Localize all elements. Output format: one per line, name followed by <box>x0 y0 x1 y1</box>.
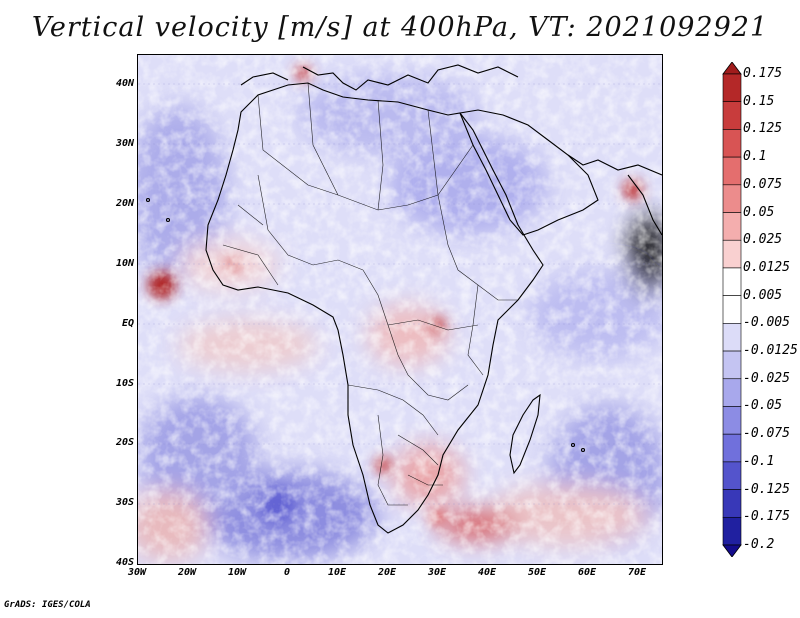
colorbar-level-label: -0.2 <box>743 537 775 552</box>
colorbar-level-label: 0.075 <box>743 176 783 192</box>
lat-label: 40S <box>115 557 134 568</box>
lon-label: 0 <box>283 567 291 578</box>
colorbar-segment <box>722 101 742 130</box>
colorbar-level-label: -0.175 <box>743 509 790 525</box>
colorbar-segment <box>722 323 742 352</box>
colorbar-segment <box>722 212 742 241</box>
colorbar-level-label: 0.175 <box>743 66 783 81</box>
lon-label: 10E <box>327 567 347 578</box>
colorbar-segment <box>722 516 742 546</box>
colorbar-level-label: 0.025 <box>743 232 783 248</box>
lat-label: EQ <box>121 318 134 329</box>
lat-label: 40N <box>115 78 134 89</box>
colorbar-segment <box>722 239 742 269</box>
colorbar-level-label: 0.0125 <box>743 259 790 275</box>
colorbar-segment <box>722 350 742 380</box>
lon-label: 20W <box>177 567 197 578</box>
lon-label: 40E <box>477 567 497 578</box>
colorbar-level-label: -0.125 <box>743 481 790 497</box>
colorbar-level-label: 0.125 <box>743 121 783 137</box>
lon-label: 20E <box>377 567 397 578</box>
coastlines <box>145 64 662 534</box>
colorbar-segment <box>722 295 742 324</box>
colorbar-level-label: -0.075 <box>743 426 790 442</box>
colorbar-segment <box>722 489 742 518</box>
lon-label: 70E <box>627 567 647 578</box>
lon-label: 30E <box>427 567 447 578</box>
colorbar-level-label: -0.025 <box>743 370 790 386</box>
colorbar-segment <box>722 267 742 296</box>
lon-label: 60E <box>577 567 597 578</box>
velocity-field-map <box>137 54 663 565</box>
colorbar <box>722 62 742 557</box>
colorbar-top-arrow <box>722 62 742 75</box>
colorbar-segment <box>722 433 742 463</box>
colorbar-segment <box>722 129 742 158</box>
lat-label: 30S <box>115 497 134 508</box>
colorbar-level-label: 0.15 <box>743 93 775 109</box>
lat-label: 30N <box>115 138 134 149</box>
colorbar-level-label: -0.0125 <box>743 343 798 359</box>
colorbar-segment <box>722 184 742 213</box>
lat-label: 10S <box>115 378 134 389</box>
colorbar-segment <box>722 156 742 186</box>
map-title: Vertical velocity [m/s] at 400hPa, VT: 2… <box>31 12 769 43</box>
colorbar-bottom-arrow <box>722 544 742 557</box>
grads-credit: GrADS: IGES/COLA <box>4 600 91 610</box>
colorbar-level-label: -0.1 <box>743 453 775 469</box>
colorbar-level-label: 0.005 <box>743 287 783 303</box>
lon-label: 30W <box>127 567 147 578</box>
colorbar-segment <box>722 378 742 407</box>
colorbar-segment <box>722 406 742 435</box>
colorbar-level-label: 0.1 <box>743 149 767 165</box>
colorbar-segment <box>722 461 742 490</box>
country-borders <box>222 82 518 506</box>
colorbar-level-label: -0.05 <box>743 398 783 414</box>
velocity-field <box>138 55 662 564</box>
lon-label: 50E <box>527 567 547 578</box>
colorbar-level-label: 0.05 <box>743 204 775 220</box>
lon-label: 10W <box>227 567 247 578</box>
lat-label: 20S <box>115 437 134 448</box>
colorbar-segment <box>722 73 742 103</box>
lat-label: 20N <box>115 198 134 209</box>
lat-label: 10N <box>115 258 134 269</box>
colorbar-level-label: -0.005 <box>743 315 790 331</box>
